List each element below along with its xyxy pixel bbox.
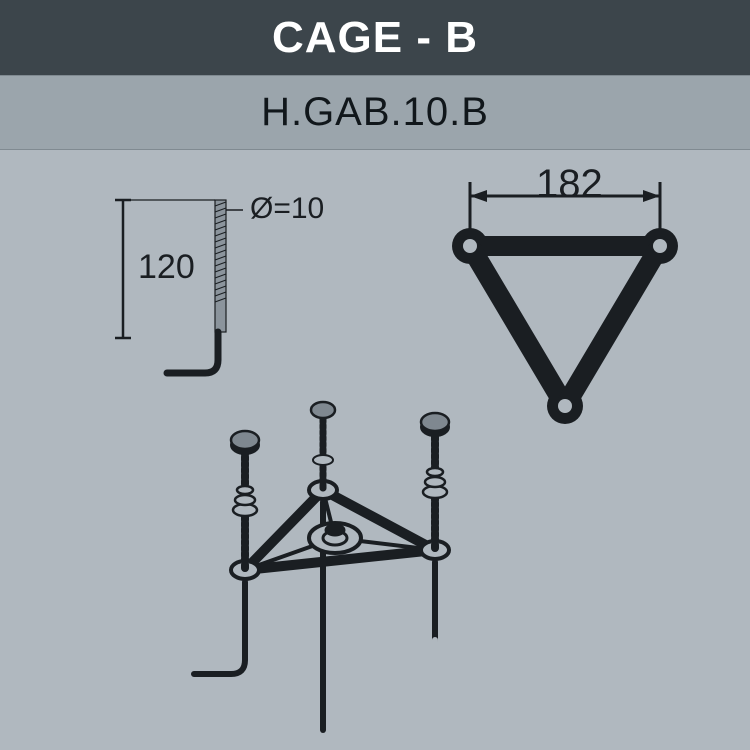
dim-width-label: 182: [536, 162, 603, 207]
iso-assembly-view: [130, 360, 550, 740]
page-title: CAGE - B: [272, 13, 478, 63]
product-code: H.GAB.10.B: [261, 90, 489, 135]
dim-diameter-label: Ø=10: [250, 192, 324, 226]
dim-height-label: 120: [138, 248, 195, 287]
header-subtitle-bar: H.GAB.10.B: [0, 75, 750, 150]
diagram-area: 120 Ø=10 182: [0, 150, 750, 750]
header-dark: CAGE - B: [0, 0, 750, 75]
